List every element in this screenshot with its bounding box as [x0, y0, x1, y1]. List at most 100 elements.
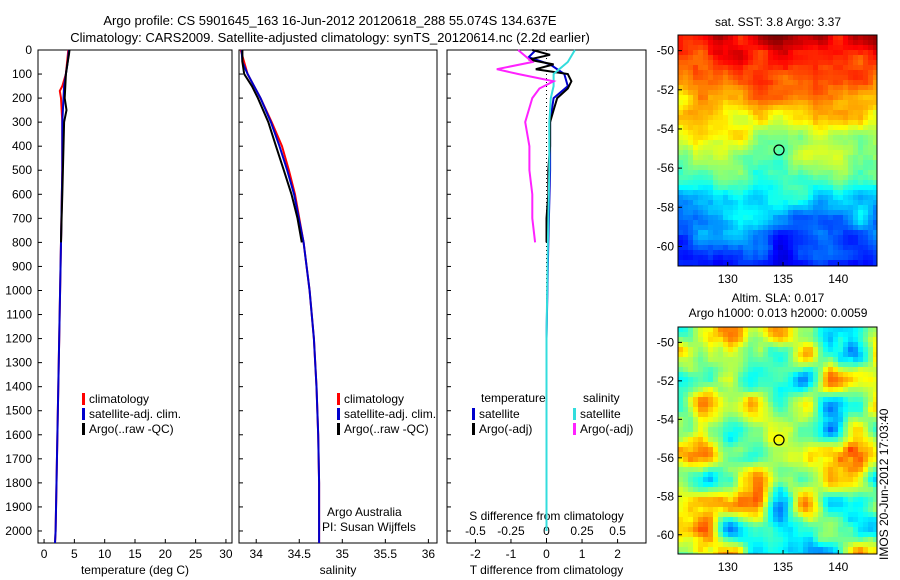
sla-map-cell: [713, 397, 718, 402]
sla-map-cell: [678, 407, 683, 412]
sla-map-cell: [708, 332, 713, 337]
sst-map-cell: [798, 180, 803, 185]
sst-map-cell: [698, 145, 703, 150]
sla-map-cell: [813, 407, 818, 412]
sla-map-cell: [678, 452, 683, 457]
sst-map-cell: [773, 245, 778, 250]
sla-map-cell: [858, 337, 863, 342]
sla-map-cell: [753, 407, 758, 412]
sla-map-cell: [843, 387, 848, 392]
sla-map-cell: [768, 502, 773, 507]
sla-map-cell: [723, 337, 728, 342]
sla-map-cell: [803, 512, 808, 517]
sla-map-cell: [793, 552, 798, 554]
sla-map-cell: [683, 512, 688, 517]
sst-map-cell: [703, 125, 708, 130]
sla-map-cell: [688, 352, 693, 357]
sst-map-cell: [843, 140, 848, 145]
sst-map-cell: [733, 145, 738, 150]
sla-map-cell: [853, 417, 858, 422]
sla-map-cell: [808, 517, 813, 522]
sst-map-cell: [723, 185, 728, 190]
sst-map-cell: [873, 210, 877, 215]
sla-map-cell: [703, 332, 708, 337]
sla-map-cell: [738, 362, 743, 367]
sst-map-cell: [693, 100, 698, 105]
sst-map-cell: [698, 45, 703, 50]
sla-map-cell: [678, 437, 683, 442]
sst-map-cell: [803, 60, 808, 65]
sst-map-cell: [698, 35, 703, 40]
sla-map-cell: [693, 537, 698, 542]
sst-map-cell: [678, 120, 683, 125]
sst-map-cell: [808, 120, 813, 125]
sla-map-cell: [708, 547, 713, 552]
sla-map-cell: [723, 542, 728, 547]
sla-map-cell: [728, 437, 733, 442]
sst-map-cell: [853, 105, 858, 110]
sst-map-cell: [703, 180, 708, 185]
sla-map-cell: [708, 487, 713, 492]
sla-map-cell: [768, 377, 773, 382]
diff-T-axis-label: T difference from climatology: [470, 563, 624, 577]
sst-map-cell: [763, 65, 768, 70]
sst-map-cell: [743, 175, 748, 180]
sla-map-cell: [778, 462, 783, 467]
sst-map-cell: [738, 180, 743, 185]
sla-map-cell: [708, 422, 713, 427]
sst-map-cell: [743, 190, 748, 195]
sst-map-cell: [788, 70, 793, 75]
sst-map-cell: [713, 155, 718, 160]
temp-x-tick-label: 15: [128, 547, 142, 561]
sla-map-cell: [698, 407, 703, 412]
sla-map-cell: [823, 377, 828, 382]
sst-map-cell: [738, 135, 743, 140]
sst-map-cell: [873, 115, 877, 120]
sst-map-cell: [708, 120, 713, 125]
sla-map-cell: [858, 507, 863, 512]
sst-map-cell: [793, 145, 798, 150]
sla-map-cell: [798, 462, 803, 467]
sst-map-cell: [803, 255, 808, 260]
sla-map-cell: [788, 367, 793, 372]
sst-map-cell: [793, 80, 798, 85]
sst-map-cell: [708, 195, 713, 200]
sla-map-cell: [828, 527, 833, 532]
sst-map-cell: [783, 55, 788, 60]
sst-map-cell: [818, 120, 823, 125]
sla-map-cell: [718, 537, 723, 542]
sst-map-cell: [703, 160, 708, 165]
sla-map-cell: [863, 347, 868, 352]
sla-map-cell: [743, 477, 748, 482]
sla-map-cell: [833, 407, 838, 412]
sla-map-cell: [748, 442, 753, 447]
sst-map-cell: [868, 210, 873, 215]
sla-map-cell: [678, 487, 683, 492]
sla-map-cell: [788, 517, 793, 522]
sla-map-cell: [858, 387, 863, 392]
sla-map-cell: [783, 447, 788, 452]
sst-map-cell: [718, 140, 723, 145]
sla-map-cell: [868, 387, 873, 392]
sst-map-cell: [728, 150, 733, 155]
sla-map-cell: [808, 362, 813, 367]
sst-map-cell: [728, 250, 733, 255]
sst-map-cell: [703, 115, 708, 120]
sla-map-cell: [693, 432, 698, 437]
sla-map-cell: [798, 457, 803, 462]
sst-map-cell: [803, 95, 808, 100]
sst-map-cell: [783, 140, 788, 145]
sst-map-cell: [728, 60, 733, 65]
sst-map-cell: [793, 225, 798, 230]
sla-map-cell: [793, 487, 798, 492]
sla-map-cell: [783, 537, 788, 542]
sst-map-cell: [723, 150, 728, 155]
sst-map-cell: [683, 180, 688, 185]
sla-map-cell: [723, 427, 728, 432]
sst-map-cell: [783, 255, 788, 260]
sst-map-cell: [748, 65, 753, 70]
sst-map-cell: [823, 35, 828, 40]
sst-map-cell: [718, 130, 723, 135]
sla-map-cell: [833, 437, 838, 442]
sst-map-cell: [708, 155, 713, 160]
